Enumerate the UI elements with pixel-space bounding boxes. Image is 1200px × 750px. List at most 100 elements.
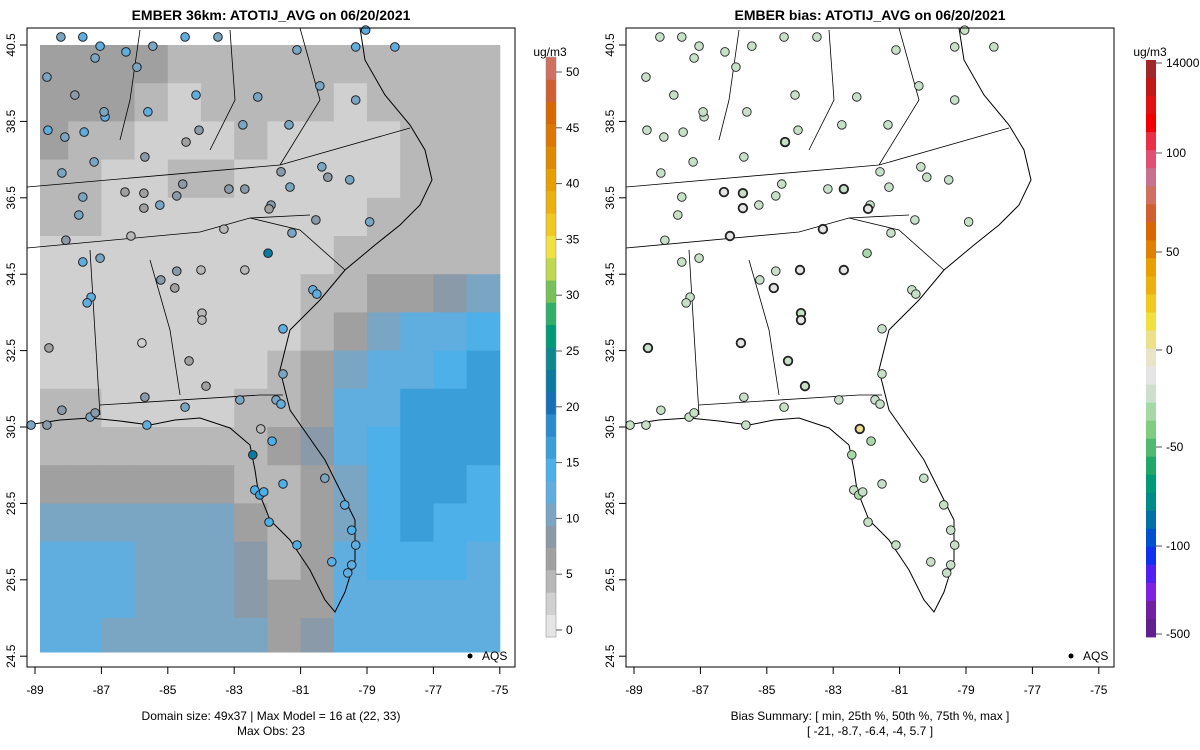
bias-point xyxy=(926,557,936,567)
axes: -89 -87 -85 -83 -81 -79 -77 -75 40.5 38.5 36.5 34.5… xyxy=(603,33,1108,697)
obs-point xyxy=(171,191,182,201)
grid-cell xyxy=(466,427,501,466)
grid-cell xyxy=(267,427,302,466)
obs-point xyxy=(350,540,361,550)
colorbar-tick-label: 0 xyxy=(566,623,573,637)
grid-cell xyxy=(234,236,268,275)
grid-cell xyxy=(134,236,169,275)
grid-cell xyxy=(134,350,169,390)
grid-cell xyxy=(267,83,302,122)
grid-cell xyxy=(167,274,202,313)
obs-point xyxy=(140,152,150,162)
obs-point xyxy=(142,420,152,430)
obs-point xyxy=(78,192,88,202)
bias-point xyxy=(945,525,956,535)
x-tick-label: -75 xyxy=(491,683,509,697)
grid-cell xyxy=(466,274,501,313)
bias-point xyxy=(689,53,699,63)
bias-point xyxy=(989,42,999,52)
bias-point xyxy=(875,167,885,177)
obs-point xyxy=(177,179,188,189)
grid-cell xyxy=(234,618,268,653)
bias-point xyxy=(949,95,960,105)
bias-point xyxy=(837,120,847,130)
colorbar-bin xyxy=(546,79,556,103)
bias-point xyxy=(795,314,807,326)
bias-point xyxy=(790,90,800,100)
grid-cell xyxy=(466,312,501,352)
grid-cell xyxy=(101,541,136,581)
obs-point xyxy=(360,25,371,35)
grid-cell xyxy=(367,503,401,543)
legend-label: AQS xyxy=(1083,649,1108,663)
bias-point xyxy=(945,560,956,570)
grid-cell xyxy=(267,121,302,161)
obs-point xyxy=(90,408,100,418)
bias-point xyxy=(884,182,894,192)
grid-cell xyxy=(466,45,501,84)
state-border xyxy=(149,259,181,396)
obs-point xyxy=(390,42,400,52)
bias-point xyxy=(779,136,791,148)
x-tick-label: -79 xyxy=(358,683,376,697)
grid-cell xyxy=(333,503,368,543)
grid-cell xyxy=(333,121,368,161)
grid-cell xyxy=(68,579,102,619)
grid-cell xyxy=(333,83,368,122)
bias-point xyxy=(739,392,749,402)
obs-point xyxy=(267,436,277,446)
bias-point xyxy=(812,32,822,42)
grid-cell xyxy=(433,312,468,352)
bias-point xyxy=(655,32,665,42)
obs-point xyxy=(258,487,269,497)
grid-cell xyxy=(101,427,136,466)
bias-point xyxy=(673,210,683,220)
obs-point xyxy=(323,172,333,182)
grid-cell xyxy=(367,159,401,199)
colorbar-bin xyxy=(1146,546,1156,566)
colorbar-bin xyxy=(1146,240,1156,259)
x-tick-label: -85 xyxy=(159,683,177,697)
grid-cell xyxy=(300,45,335,84)
obs-point xyxy=(339,500,350,510)
grid-cell xyxy=(433,541,468,581)
obs-point xyxy=(90,53,100,63)
obs-point xyxy=(121,47,131,57)
colorbar-tick-label: 50 xyxy=(566,65,580,79)
grid-cell xyxy=(466,579,501,619)
axes: -89 -87 -85 -83 -81 -79 -77 -75 40.5 38.5 36.5 34.5… xyxy=(4,33,509,697)
grid-cell xyxy=(300,236,335,275)
colorbar-bin xyxy=(1146,204,1156,223)
colorbar-bin xyxy=(1146,258,1156,277)
grid-cell xyxy=(201,541,235,581)
colorbar-bin xyxy=(1146,168,1156,187)
obs-point xyxy=(350,42,361,52)
y-tick-label: 40.5 xyxy=(603,33,617,57)
obs-point xyxy=(235,395,245,405)
grid-cell xyxy=(40,541,69,581)
x-tick-label: -75 xyxy=(1090,683,1108,697)
bias-point xyxy=(720,47,730,57)
grid-cell xyxy=(333,274,368,313)
grid-cell xyxy=(101,618,136,653)
y-tick-label: 38.5 xyxy=(4,109,18,133)
grid-cell xyxy=(333,45,368,84)
legend-label: AQS xyxy=(482,649,507,663)
grid-cell xyxy=(333,388,368,428)
x-tick-label: -87 xyxy=(93,683,111,697)
grid-cell xyxy=(433,618,468,653)
x-tick-label: -77 xyxy=(425,683,443,697)
grid-cell xyxy=(201,121,235,161)
y-tick-label: 24.5 xyxy=(603,644,617,668)
colorbar-unit: ug/m3 xyxy=(1133,45,1167,59)
grid-cell xyxy=(367,83,401,122)
obs-point xyxy=(287,228,297,238)
bias-point xyxy=(776,179,787,189)
bias-point xyxy=(883,120,893,130)
grid-cell xyxy=(101,121,136,161)
bias-point xyxy=(754,200,764,210)
obs-point xyxy=(137,338,147,348)
colorbar: 0 5 10 15 20 25 30 35 40 45 50 xyxy=(545,56,580,638)
bias-point xyxy=(755,275,765,285)
